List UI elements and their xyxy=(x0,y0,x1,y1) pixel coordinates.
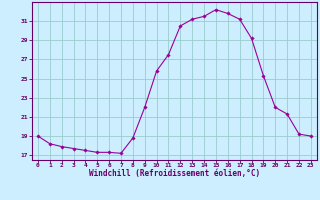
X-axis label: Windchill (Refroidissement éolien,°C): Windchill (Refroidissement éolien,°C) xyxy=(89,169,260,178)
